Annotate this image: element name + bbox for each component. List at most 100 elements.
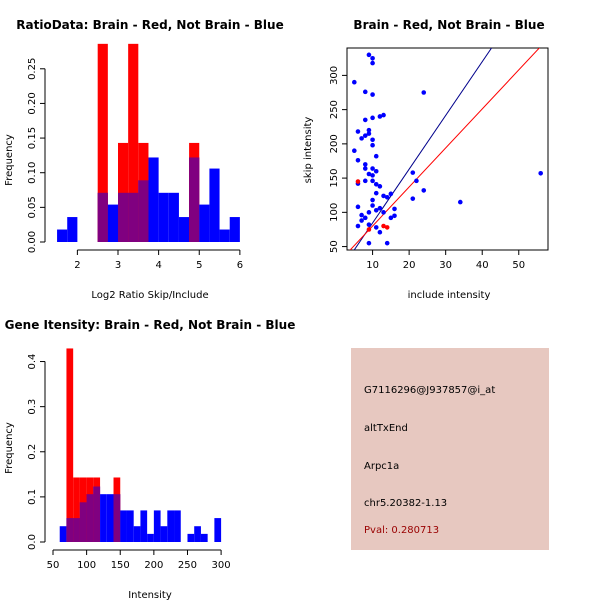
scatter-point-notbrain (370, 60, 375, 66)
scatter-point-notbrain (366, 171, 372, 177)
scatter-point-notbrain (377, 114, 383, 119)
scatter-point-notbrain (373, 225, 379, 230)
scatter-point-notbrain (370, 203, 375, 208)
ratio-histogram-y-tick-label: 0.25 (27, 58, 38, 80)
intensity-histogram-bar-brain (66, 348, 74, 542)
scatter-frame (346, 47, 549, 251)
intensity-histogram-x-tick-label: 300 (212, 560, 231, 571)
scatter-point-notbrain (366, 210, 372, 215)
ratio-histogram-axes: 2 3 4 5 6 0.00 0.05 0.10 0.15 0.20 0.25 (27, 58, 243, 271)
ratio-histogram-bar-notbrain (199, 204, 210, 242)
ratio-histogram-y-tick-label: 0.20 (27, 92, 38, 114)
scatter-x-tick-label: 20 (403, 260, 416, 271)
ratio-histogram-bar-notbrain (148, 157, 159, 242)
intensity-histogram-x-tick-label: 100 (77, 560, 96, 571)
intensity-histogram-bar-notbrain (174, 510, 181, 542)
intensity-histogram-bar-notbrain (167, 510, 175, 542)
ratio-histogram-bar-notbrain (107, 204, 118, 242)
ratio-histogram-x-tick-label: 2 (74, 260, 80, 271)
scatter-point-notbrain (384, 240, 390, 246)
scatter-fit-lines (349, 48, 540, 250)
scatter-point-notbrain (370, 137, 375, 143)
scatter-point-notbrain (410, 170, 416, 175)
scatter-point-notbrain (355, 129, 361, 134)
intensity-histogram-y-tick-label: 0.2 (27, 444, 38, 460)
scatter-point-notbrain (362, 117, 368, 123)
intensity-histogram-bar-notbrain (140, 510, 148, 542)
scatter-point-notbrain (381, 112, 386, 118)
scatter-point-notbrain (381, 193, 386, 199)
scatter-point-notbrain (421, 188, 427, 193)
ratio-histogram-y-tick-label: 0.05 (27, 196, 38, 218)
scatter-point-notbrain (414, 178, 419, 184)
ratio-histogram-bar-brain (97, 43, 108, 242)
intensity-histogram-bar-notbrain (214, 518, 222, 542)
intensity-histogram-axes: 50 100 150 200 250 300 0.0 0.1 0.2 0.3 0.4 (27, 354, 231, 571)
ratio-histogram-bar-notbrain (209, 168, 220, 242)
ratio-histogram-bar-overlap (189, 157, 200, 242)
scatter-point-notbrain (373, 181, 379, 187)
intensity-histogram-bar-overlap (86, 494, 94, 542)
scatter-point-notbrain (392, 213, 397, 219)
ratio-histogram-bar-overlap (118, 192, 129, 242)
ratio-histogram-bar-overlap (138, 180, 149, 242)
intensity-histogram-bar-overlap (79, 502, 87, 542)
scatter-y-tick-label: 250 (329, 100, 340, 119)
scatter-x-tick-label: 30 (439, 260, 452, 271)
p-value: Pval: 0.280713 (364, 525, 440, 536)
scatter-point-notbrain (359, 136, 364, 141)
intensity-histogram-bar-notbrain (133, 526, 141, 542)
scatter-point-notbrain (362, 215, 368, 221)
ratio-histogram-bar-notbrain (57, 229, 68, 242)
scatter-point-notbrain (355, 223, 361, 229)
intensity-histogram-title: Gene Itensity: Brain - Red, Not Brain - … (5, 318, 296, 332)
intensity-histogram-y-tick-label: 0.3 (27, 399, 38, 415)
ratio-histogram-y-tick-label: 0.00 (27, 231, 38, 253)
scatter-point-brain (381, 223, 386, 229)
scatter-point-notbrain (377, 205, 383, 211)
intensity-histogram-bar-overlap (93, 486, 101, 542)
scatter-point-notbrain (392, 206, 397, 212)
ratio-histogram-bar-notbrain (178, 217, 190, 242)
intensity-scatter: Brain - Red, Not Brain - Blue include in… (303, 18, 549, 301)
intensity-histogram-bar-notbrain (187, 533, 195, 542)
scatter-point-notbrain (352, 79, 357, 85)
scatter-fit-line (349, 48, 540, 250)
scatter-point-notbrain (362, 133, 368, 138)
scatter-xlabel: include intensity (408, 290, 491, 301)
intensity-histogram-bar-notbrain (59, 526, 67, 542)
intensity-histogram-bar-notbrain (147, 533, 154, 542)
intensity-histogram-y-tick-label: 0.1 (27, 489, 38, 505)
scatter-y-tick-label: 100 (329, 203, 340, 222)
ratio-histogram-x-tick-label: 3 (115, 260, 121, 271)
scatter-point-brain (355, 179, 361, 184)
scatter-point-notbrain (355, 157, 361, 163)
ratio-histogram-ylabel: Frequency (4, 134, 15, 186)
scatter-y-tick-label: 50 (329, 240, 340, 253)
scatter-point-notbrain (370, 173, 375, 178)
scatter-plot-box (346, 47, 549, 251)
intensity-histogram-x-tick-label: 50 (47, 560, 60, 571)
scatter-y-tick-label: 300 (329, 66, 340, 85)
ratio-histogram-bar-notbrain (158, 192, 169, 242)
scatter-point-notbrain (538, 171, 543, 176)
scatter-point-notbrain (388, 215, 394, 221)
scatter-point-notbrain (373, 153, 379, 159)
scatter-point-notbrain (366, 127, 372, 133)
ratio-histogram-bar-notbrain (219, 229, 230, 242)
intensity-histogram-bar-overlap (113, 494, 121, 542)
scatter-point-notbrain (373, 190, 379, 196)
intensity-histogram-bar-overlap (66, 518, 74, 542)
probe-info-panel: G7116296@J937857@i_at altTxEnd Arpc1a ch… (351, 348, 549, 550)
intensity-histogram-ylabel: Frequency (4, 422, 15, 474)
intensity-histogram-bar-notbrain (200, 533, 208, 542)
scatter-point-notbrain (384, 194, 390, 200)
intensity-histogram-x-tick-label: 250 (178, 560, 197, 571)
scatter-point-notbrain (370, 166, 375, 171)
ratio-histogram-bar-notbrain (168, 192, 179, 242)
genomic-location: chr5.20382-1.13 (364, 498, 448, 509)
scatter-point-notbrain (366, 131, 372, 136)
scatter-point-notbrain (366, 240, 372, 246)
scatter-x-tick-label: 10 (366, 260, 379, 271)
scatter-title: Brain - Red, Not Brain - Blue (353, 18, 544, 32)
